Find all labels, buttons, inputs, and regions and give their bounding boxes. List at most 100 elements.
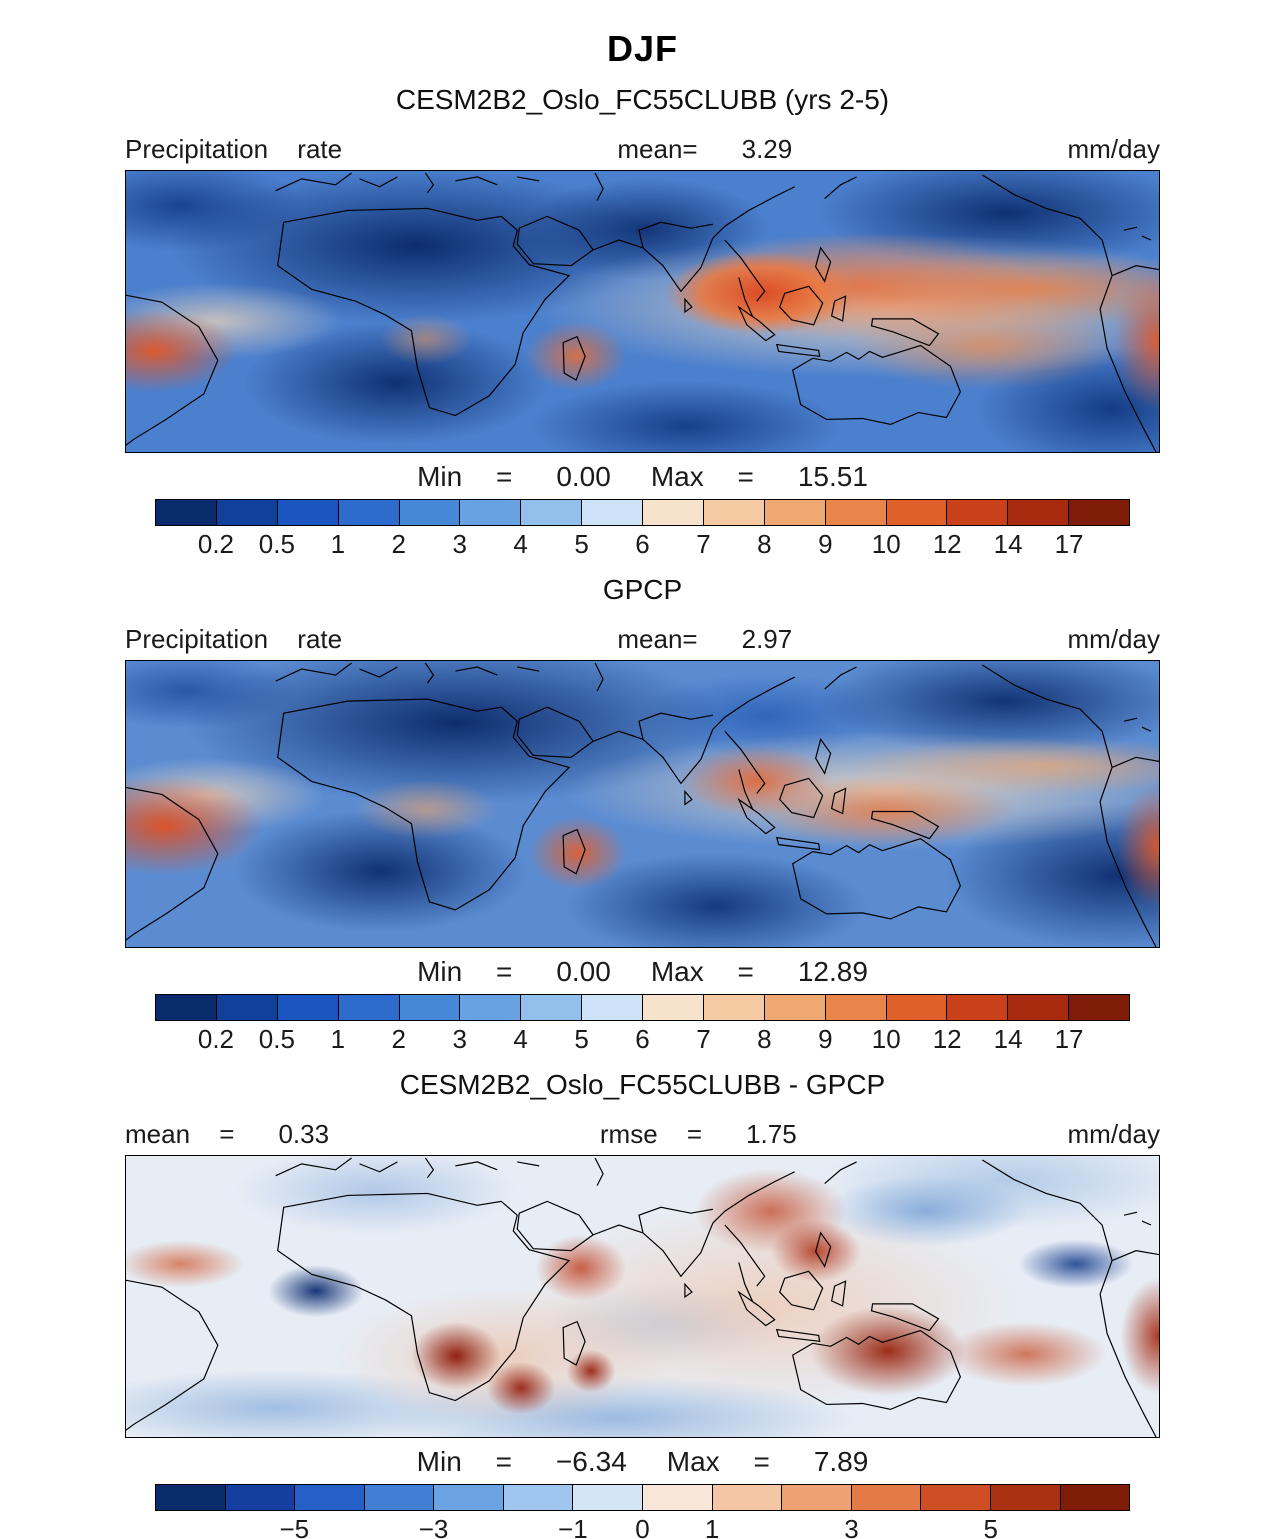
colorbar-diff: −5 −3 −1 0 1 3 5 bbox=[155, 1484, 1130, 1539]
rmse-label: rmse = bbox=[599, 1119, 703, 1149]
colorbar-segment bbox=[460, 500, 522, 525]
max-readout: Max = 15.51 bbox=[651, 461, 868, 493]
colorbar-segment bbox=[921, 1485, 991, 1510]
colorbar-segment bbox=[503, 1485, 574, 1510]
colorbar-segment bbox=[434, 1485, 504, 1510]
colorbar-segment bbox=[364, 1485, 435, 1510]
colorbar-tick-label: 1 bbox=[330, 529, 346, 559]
colorbar-segment bbox=[156, 995, 217, 1020]
colorbar-segment bbox=[338, 500, 400, 525]
mean-readout: mean= 3.29 bbox=[617, 134, 792, 165]
colorbar-tick-label: 17 bbox=[1054, 529, 1084, 559]
min-label: Min = bbox=[416, 1446, 512, 1477]
panel-model-minmax: Min = 0.00 Max = 15.51 bbox=[125, 461, 1160, 493]
rmse-readout: rmse = 1.75 bbox=[600, 1119, 797, 1150]
mean-value: 0.33 bbox=[278, 1119, 330, 1149]
colorbar-segment bbox=[851, 1485, 922, 1510]
mean-readout: mean = 0.33 bbox=[125, 1119, 329, 1150]
panel-obs: GPCP Precipitation rate mean= 2.97 mm/da… bbox=[0, 574, 1285, 1055]
colorbar-segments bbox=[155, 499, 1130, 526]
panel-model-header: Precipitation rate mean= 3.29 mm/day bbox=[125, 134, 1160, 165]
colorbar-segment bbox=[277, 995, 339, 1020]
max-label: Max = bbox=[650, 461, 754, 492]
colorbar-segment bbox=[764, 500, 826, 525]
colorbar-segment bbox=[521, 995, 583, 1020]
colorbar-segment bbox=[216, 995, 278, 1020]
rmse-value: 1.75 bbox=[746, 1119, 797, 1149]
colorbar-tick-label: 5 bbox=[574, 1024, 589, 1054]
panel-model: CESM2B2_Oslo_FC55CLUBB (yrs 2-5) Precipi… bbox=[0, 84, 1285, 560]
colorbar-segment bbox=[782, 1485, 852, 1510]
min-readout: Min = 0.00 bbox=[417, 461, 611, 493]
colorbar-segment bbox=[573, 1485, 644, 1510]
colorbar-ticks: −5 −3 −1 0 1 3 5 bbox=[155, 1511, 1130, 1539]
field-label: Precipitation rate bbox=[125, 134, 343, 164]
colorbar-segment bbox=[947, 995, 1009, 1020]
panel-diff-subtitle: CESM2B2_Oslo_FC55CLUBB - GPCP bbox=[399, 1069, 886, 1100]
colorbar-tick-label: 0 bbox=[635, 1514, 650, 1539]
colorbar-tick-label: 8 bbox=[757, 529, 772, 559]
colorbar-segments bbox=[155, 1484, 1130, 1511]
panel-model-subtitle: CESM2B2_Oslo_FC55CLUBB (yrs 2-5) bbox=[395, 84, 890, 115]
colorbar-segment bbox=[643, 500, 704, 525]
mean-label: mean= bbox=[617, 624, 698, 654]
colorbar-tick-label: 5 bbox=[983, 1514, 998, 1539]
colorbar-tick-label: 7 bbox=[696, 1024, 711, 1054]
colorbar-ticks: 0.2 0.5 1 2 3 4 5 6 7 8 9 10 12 14 17 bbox=[155, 1021, 1130, 1055]
coastline-overlay bbox=[126, 172, 1159, 452]
colorbar-segment bbox=[886, 995, 948, 1020]
colorbar-tick-label: 2 bbox=[391, 529, 406, 559]
colorbar-segment bbox=[295, 1485, 365, 1510]
colorbar-tick-label: 9 bbox=[818, 529, 833, 559]
colorbar-tick-label: 10 bbox=[871, 1024, 901, 1054]
panel-diff: CESM2B2_Oslo_FC55CLUBB - GPCP mean = 0.3… bbox=[0, 1069, 1285, 1539]
colorbar-ticks: 0.2 0.5 1 2 3 4 5 6 7 8 9 10 12 14 17 bbox=[155, 526, 1130, 560]
colorbar-tick-label: −5 bbox=[279, 1514, 310, 1539]
colorbar-segment bbox=[277, 500, 339, 525]
colorbar-tick-label: 12 bbox=[932, 529, 962, 559]
colorbar-segment bbox=[1008, 995, 1070, 1020]
map-diff bbox=[125, 1155, 1160, 1438]
colorbar-segment bbox=[156, 1485, 226, 1510]
colorbar-model: 0.2 0.5 1 2 3 4 5 6 7 8 9 10 12 14 17 bbox=[155, 499, 1130, 560]
colorbar-tick-label: 4 bbox=[513, 1024, 528, 1054]
min-label: Min = bbox=[417, 956, 513, 987]
coastline-overlay bbox=[126, 662, 1159, 947]
mean-value: 2.97 bbox=[741, 624, 793, 654]
colorbar-segment bbox=[156, 500, 217, 525]
mean-label: mean = bbox=[125, 1119, 235, 1149]
panel-obs-minmax: Min = 0.00 Max = 12.89 bbox=[125, 956, 1160, 988]
max-value: 15.51 bbox=[797, 461, 868, 492]
colorbar-segment bbox=[825, 995, 887, 1020]
colorbar-tick-label: 8 bbox=[757, 1024, 772, 1054]
colorbar-segment bbox=[399, 500, 461, 525]
colorbar-tick-label: 6 bbox=[635, 1024, 650, 1054]
figure-title: DJF bbox=[606, 28, 678, 69]
panel-obs-subtitle: GPCP bbox=[602, 574, 683, 605]
map-model bbox=[125, 170, 1160, 453]
colorbar-segment bbox=[338, 995, 400, 1020]
colorbar-segment bbox=[460, 995, 522, 1020]
map-obs bbox=[125, 660, 1160, 948]
min-value: 0.00 bbox=[556, 956, 611, 987]
panel-diff-header: mean = 0.33 rmse = 1.75 mm/day bbox=[125, 1119, 1160, 1150]
colorbar-segment bbox=[886, 500, 948, 525]
colorbar-tick-label: 14 bbox=[993, 529, 1023, 559]
max-label: Max = bbox=[666, 1446, 770, 1477]
colorbar-segment bbox=[1008, 500, 1070, 525]
colorbar-tick-label: 3 bbox=[844, 1514, 859, 1539]
max-label: Max = bbox=[650, 956, 754, 987]
mean-value: 3.29 bbox=[741, 134, 793, 164]
colorbar-segment bbox=[947, 500, 1009, 525]
colorbar-tick-label: 0.2 bbox=[197, 529, 235, 559]
colorbar-tick-label: 14 bbox=[993, 1024, 1023, 1054]
colorbar-segment bbox=[582, 500, 643, 525]
units-label: mm/day bbox=[1067, 1119, 1160, 1149]
max-readout: Max = 12.89 bbox=[651, 956, 868, 988]
colorbar-tick-label: 17 bbox=[1054, 1024, 1084, 1054]
panel-diff-minmax: Min = −6.34 Max = 7.89 bbox=[125, 1446, 1160, 1478]
colorbar-tick-label: 12 bbox=[932, 1024, 962, 1054]
colorbar-tick-label: 7 bbox=[696, 529, 711, 559]
mean-readout: mean= 2.97 bbox=[617, 624, 792, 655]
